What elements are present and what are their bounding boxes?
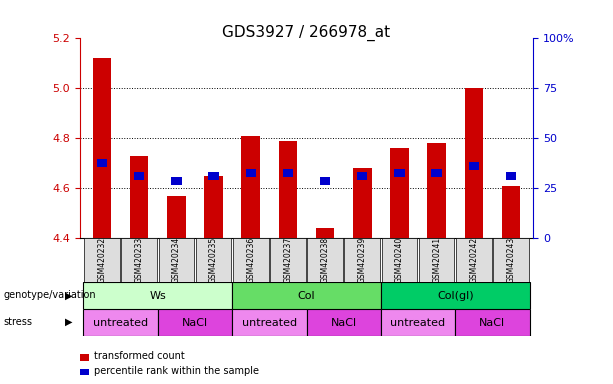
- Text: untreated: untreated: [242, 318, 297, 328]
- Text: NaCl: NaCl: [479, 318, 506, 328]
- FancyBboxPatch shape: [121, 238, 157, 282]
- Text: GSM420241: GSM420241: [432, 237, 441, 283]
- Text: ▶: ▶: [65, 317, 72, 327]
- Bar: [506, 172, 516, 180]
- Bar: [204, 176, 223, 238]
- Bar: [246, 169, 256, 177]
- FancyBboxPatch shape: [381, 282, 530, 309]
- Bar: [465, 88, 483, 238]
- Text: GSM420242: GSM420242: [470, 237, 478, 283]
- FancyBboxPatch shape: [196, 238, 231, 282]
- Bar: [171, 177, 181, 185]
- Bar: [93, 58, 112, 238]
- Bar: [390, 148, 409, 238]
- Text: NaCl: NaCl: [330, 318, 357, 328]
- Bar: [97, 159, 107, 167]
- Text: GSM420233: GSM420233: [135, 237, 143, 283]
- Bar: [283, 169, 293, 177]
- Bar: [468, 162, 479, 170]
- Bar: [130, 156, 148, 238]
- Text: GSM420239: GSM420239: [358, 237, 367, 283]
- Bar: [242, 136, 260, 238]
- FancyBboxPatch shape: [83, 282, 232, 309]
- FancyBboxPatch shape: [83, 309, 158, 336]
- Text: GSM420234: GSM420234: [172, 237, 181, 283]
- Text: GSM420238: GSM420238: [321, 237, 330, 283]
- FancyBboxPatch shape: [233, 238, 268, 282]
- FancyBboxPatch shape: [84, 238, 120, 282]
- FancyBboxPatch shape: [382, 238, 417, 282]
- Text: Ws: Ws: [150, 291, 166, 301]
- Text: GSM420236: GSM420236: [246, 237, 255, 283]
- Bar: [279, 141, 297, 238]
- Text: genotype/variation: genotype/variation: [3, 290, 96, 300]
- Text: GSM420235: GSM420235: [209, 237, 218, 283]
- FancyBboxPatch shape: [232, 282, 381, 309]
- Bar: [353, 168, 371, 238]
- Bar: [320, 177, 330, 185]
- Bar: [316, 228, 334, 238]
- FancyBboxPatch shape: [493, 238, 529, 282]
- Text: GSM420243: GSM420243: [506, 237, 516, 283]
- FancyBboxPatch shape: [270, 238, 306, 282]
- Text: untreated: untreated: [93, 318, 148, 328]
- Text: GDS3927 / 266978_at: GDS3927 / 266978_at: [223, 25, 390, 41]
- Text: untreated: untreated: [390, 318, 446, 328]
- Text: GSM420237: GSM420237: [283, 237, 292, 283]
- Text: Col: Col: [298, 291, 315, 301]
- FancyBboxPatch shape: [232, 309, 306, 336]
- FancyBboxPatch shape: [306, 309, 381, 336]
- FancyBboxPatch shape: [455, 309, 530, 336]
- Text: transformed count: transformed count: [94, 351, 185, 361]
- Bar: [208, 172, 219, 180]
- Text: Col(gl): Col(gl): [437, 291, 473, 301]
- Text: stress: stress: [3, 317, 32, 327]
- Bar: [432, 169, 442, 177]
- Text: GSM420232: GSM420232: [97, 237, 107, 283]
- Bar: [501, 186, 520, 238]
- Bar: [427, 143, 446, 238]
- FancyBboxPatch shape: [345, 238, 380, 282]
- Text: GSM420240: GSM420240: [395, 237, 404, 283]
- Text: percentile rank within the sample: percentile rank within the sample: [94, 366, 259, 376]
- FancyBboxPatch shape: [456, 238, 492, 282]
- FancyBboxPatch shape: [307, 238, 343, 282]
- Text: ▶: ▶: [65, 290, 72, 300]
- Bar: [134, 172, 145, 180]
- Bar: [394, 169, 405, 177]
- FancyBboxPatch shape: [381, 309, 455, 336]
- FancyBboxPatch shape: [159, 238, 194, 282]
- FancyBboxPatch shape: [158, 309, 232, 336]
- Text: NaCl: NaCl: [182, 318, 208, 328]
- Bar: [167, 196, 186, 238]
- FancyBboxPatch shape: [419, 238, 454, 282]
- Bar: [357, 172, 367, 180]
